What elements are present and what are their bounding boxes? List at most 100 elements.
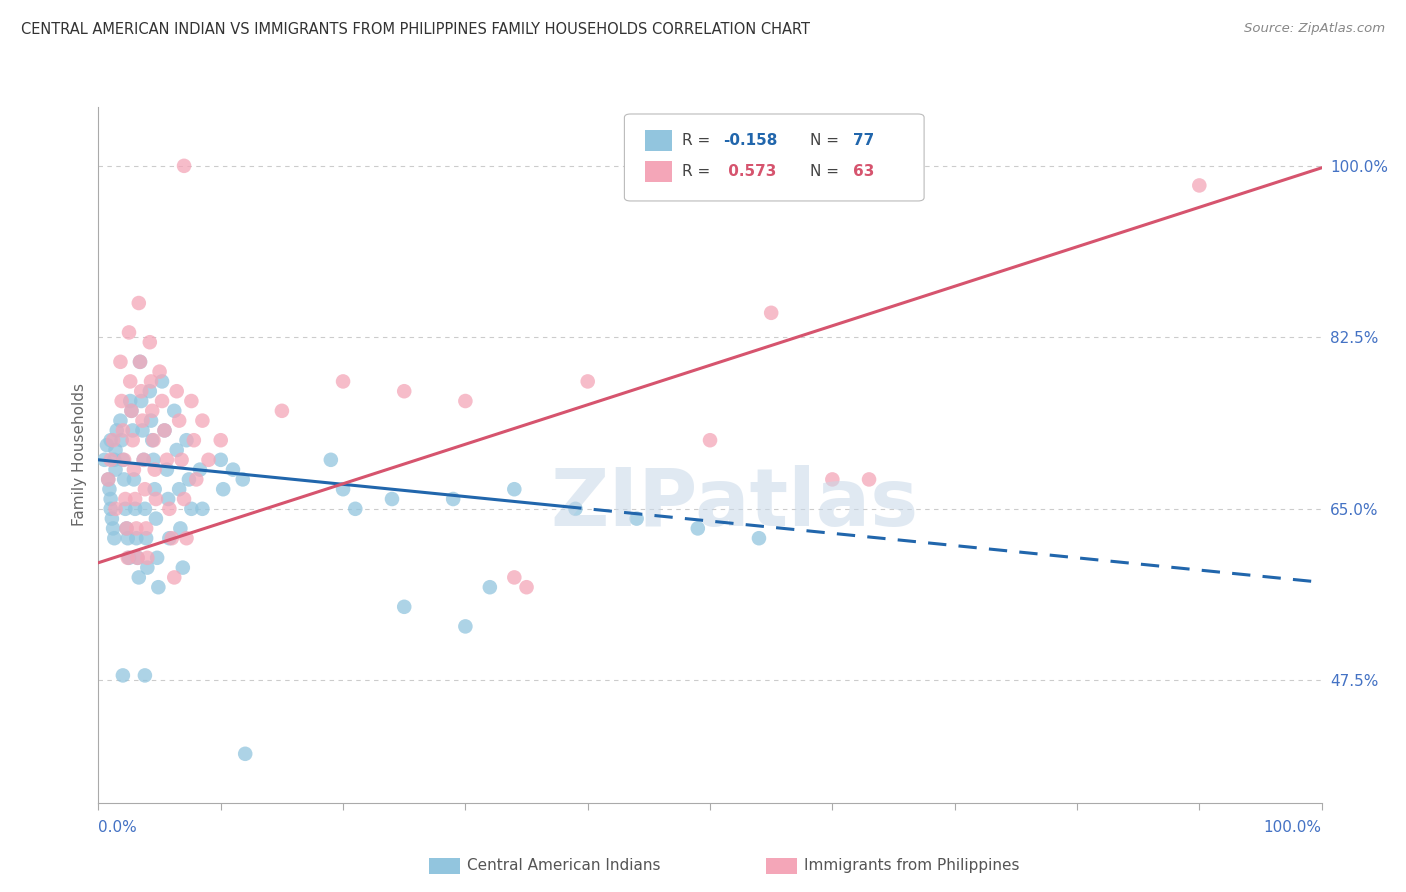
Point [129, 355, 152, 369]
Point [441, 491, 464, 506]
Point [212, 482, 235, 496]
Point [454, 394, 477, 409]
Point [139, 414, 162, 428]
Point [145, 511, 167, 525]
Point [100, 501, 122, 516]
Point [105, 424, 128, 438]
Point [112, 472, 135, 486]
Point [156, 462, 179, 476]
Point [132, 452, 155, 467]
Point [157, 501, 180, 516]
Point [209, 452, 232, 467]
Point [156, 452, 179, 467]
Point [103, 531, 125, 545]
Point [131, 414, 153, 428]
Point [111, 394, 134, 409]
Text: 77: 77 [853, 133, 875, 148]
Point [180, 501, 202, 516]
Point [149, 365, 172, 379]
Point [173, 491, 195, 506]
Point [150, 375, 173, 389]
Point [112, 452, 135, 467]
Point [110, 414, 132, 428]
Point [153, 424, 176, 438]
Point [104, 443, 127, 458]
Point [139, 384, 162, 399]
Point [122, 462, 145, 476]
Bar [645, 161, 672, 182]
Point [128, 296, 150, 310]
Point [129, 384, 152, 399]
Point [134, 668, 156, 682]
Point [332, 482, 354, 496]
Point [117, 531, 139, 545]
Point [110, 355, 132, 369]
Point [125, 521, 148, 535]
Point [166, 384, 188, 399]
Point [142, 434, 165, 448]
Point [120, 375, 142, 389]
Point [761, 306, 783, 320]
Point [124, 501, 146, 516]
Point [143, 462, 166, 476]
Point [176, 531, 198, 545]
Text: 0.573: 0.573 [724, 164, 778, 179]
Point [120, 394, 142, 409]
Point [96, 438, 118, 452]
Point [111, 452, 134, 467]
Text: CENTRAL AMERICAN INDIAN VS IMMIGRANTS FROM PHILIPPINES FAMILY HOUSEHOLDS CORRELA: CENTRAL AMERICAN INDIAN VS IMMIGRANTS FR… [21, 22, 810, 37]
Point [626, 511, 648, 525]
Point [115, 521, 138, 535]
Point [100, 491, 122, 506]
Point [381, 491, 404, 506]
Point [131, 424, 153, 438]
Point [114, 491, 136, 506]
Point [686, 521, 709, 535]
Point [344, 501, 367, 516]
Point [191, 414, 214, 428]
Point [503, 570, 526, 584]
Point [103, 452, 125, 467]
Text: 100.0%: 100.0% [1264, 821, 1322, 835]
Text: N =: N = [810, 133, 844, 148]
Point [699, 434, 721, 448]
Point [127, 550, 149, 565]
Point [127, 550, 149, 565]
Point [135, 521, 157, 535]
Point [576, 375, 599, 389]
Point [150, 394, 173, 409]
Point [167, 414, 190, 428]
Point [117, 550, 139, 565]
Point [163, 404, 186, 418]
Point [503, 482, 526, 496]
Point [173, 159, 195, 173]
Point [134, 482, 156, 496]
Point [191, 501, 214, 516]
Point [122, 472, 145, 486]
Point [478, 580, 501, 594]
Y-axis label: Family Households: Family Households [72, 384, 87, 526]
Point [145, 491, 167, 506]
Point [97, 472, 120, 486]
Point [136, 560, 159, 574]
Point [125, 531, 148, 545]
Point [183, 434, 205, 448]
Point [118, 550, 141, 565]
Point [136, 550, 159, 565]
Point [166, 443, 188, 458]
Point [101, 511, 124, 525]
Text: N =: N = [810, 164, 844, 179]
Point [153, 424, 176, 438]
Point [128, 570, 150, 584]
Point [121, 434, 143, 448]
Point [111, 668, 134, 682]
Point [233, 747, 256, 761]
Point [172, 560, 194, 574]
Point [98, 482, 121, 496]
Point [821, 472, 844, 486]
Text: Immigrants from Philippines: Immigrants from Philippines [804, 858, 1019, 872]
Point [93, 452, 115, 467]
Bar [645, 130, 672, 151]
Point [104, 462, 127, 476]
Point [222, 462, 245, 476]
